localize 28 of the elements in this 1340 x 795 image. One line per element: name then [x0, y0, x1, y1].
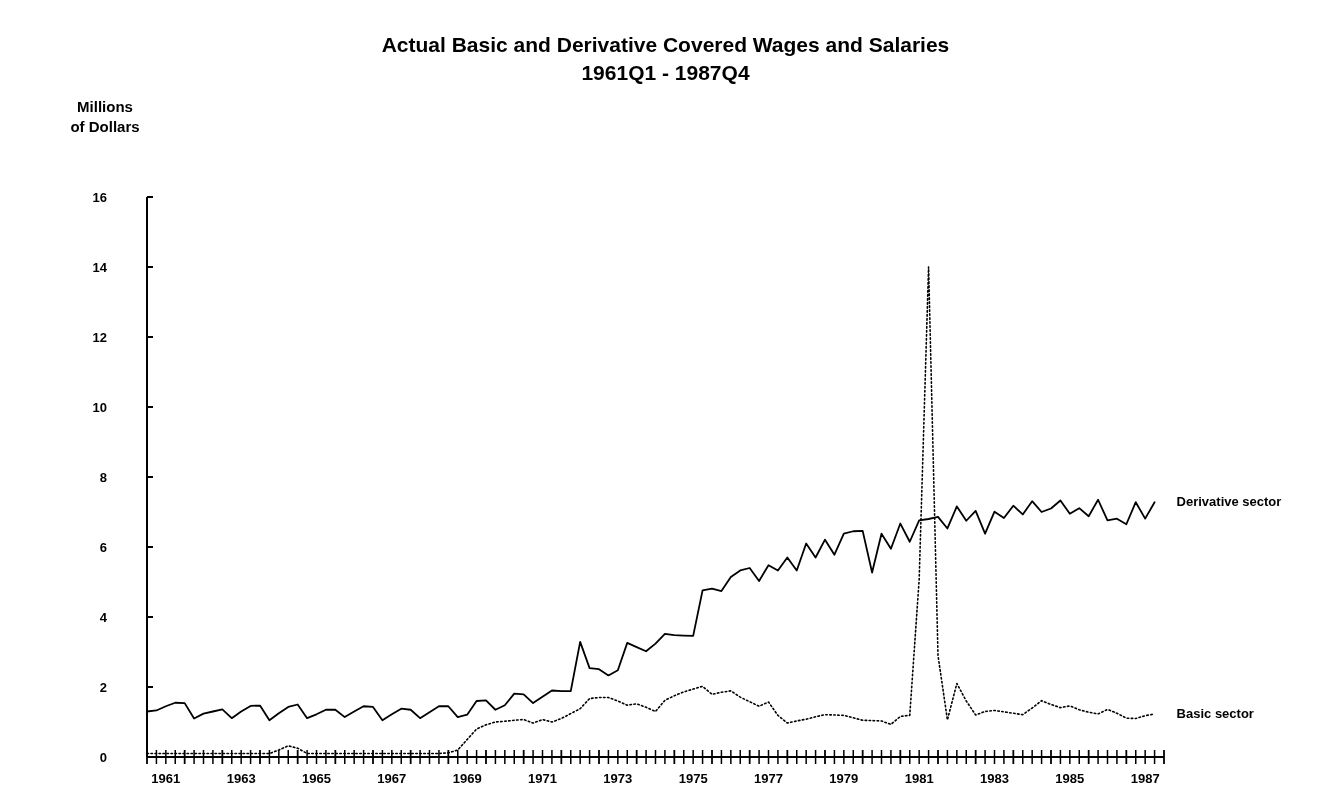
y-tick-label: 2: [99, 680, 107, 695]
x-tick-label: 1979: [829, 771, 859, 786]
y-tick-label: 8: [99, 470, 107, 485]
x-tick-label: 1975: [678, 771, 708, 786]
x-tick-label: 1969: [452, 771, 482, 786]
x-tick-label: 1977: [754, 771, 783, 786]
x-tick-label: 1983: [980, 771, 1009, 786]
y-axis-title: Millions of Dollars: [70, 98, 140, 135]
y-tick-label: 12: [92, 330, 107, 345]
x-tick-label: 1981: [904, 771, 934, 786]
y-tick-label: 4: [99, 610, 108, 625]
x-tick-label: 1971: [528, 771, 557, 786]
x-tick-label: 1961: [151, 771, 181, 786]
x-tick-label: 1985: [1055, 771, 1085, 786]
x-tick-label: 1967: [377, 771, 407, 786]
y-tick-label: 16: [92, 190, 107, 205]
y-tick-label: 0: [99, 750, 107, 765]
y-tick-label: 10: [92, 400, 107, 415]
y-tick-label: 6: [99, 540, 107, 555]
chart-title: Actual Basic and Derivative Covered Wages and Salaries: [381, 33, 950, 56]
x-tick-label: 1973: [603, 771, 633, 786]
x-tick-label: 1965: [302, 771, 331, 786]
series-label: Basic sector: [1176, 705, 1254, 721]
x-tick-label: 1963: [226, 771, 256, 786]
chart-subtitle: 1961Q1 - 1987Q4: [581, 61, 750, 84]
x-tick-label: 1987: [1130, 771, 1160, 786]
series-label: Derivative sector: [1176, 494, 1282, 510]
y-tick-label: 14: [92, 260, 108, 275]
